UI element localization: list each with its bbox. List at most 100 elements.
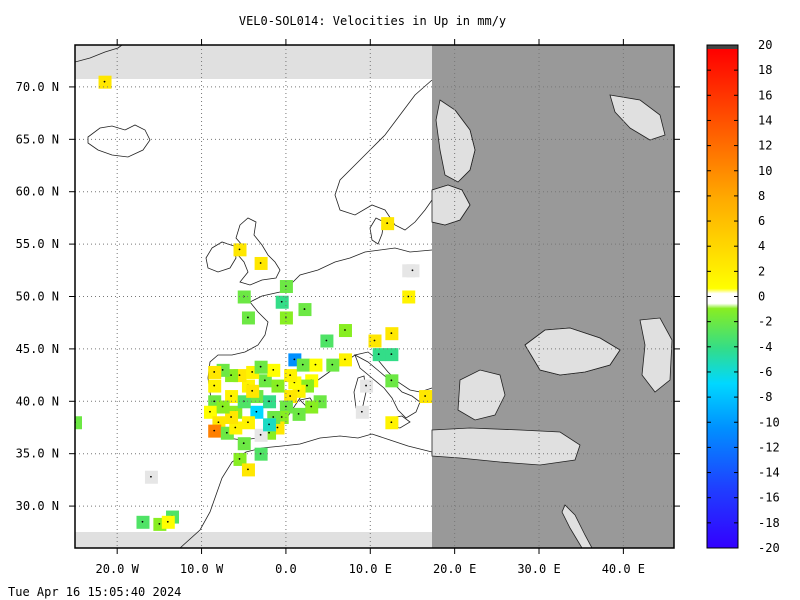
station-dot — [238, 458, 241, 460]
station-dot — [230, 374, 232, 376]
colorbar-label: 8 — [758, 189, 765, 203]
station-dot — [344, 358, 346, 361]
station-dot — [230, 416, 232, 418]
lat-tick-label: 40.0 N — [16, 394, 59, 408]
station-dot — [213, 400, 216, 403]
station-dot — [390, 421, 393, 424]
colorbar-label: -14 — [758, 466, 780, 480]
white-sea — [609, 94, 666, 141]
colorbar-label: 18 — [758, 63, 772, 77]
station-dot — [289, 374, 292, 376]
station-dot — [141, 520, 144, 523]
colorbar-label: 12 — [758, 139, 772, 153]
station-dot — [390, 379, 393, 382]
station-dot — [268, 423, 270, 426]
station-dot — [373, 339, 376, 342]
colorbar-label: -10 — [758, 415, 780, 429]
lon-tick-label: 0.0 — [275, 562, 297, 576]
station-dot — [150, 475, 152, 478]
north-africa-coast — [179, 433, 433, 548]
station-dot — [297, 389, 300, 392]
colorbar-label: 14 — [758, 113, 772, 127]
station-dot — [310, 405, 313, 408]
station-dot — [424, 395, 427, 397]
station-dot — [259, 452, 262, 455]
station-dot — [209, 410, 211, 413]
station-dot — [285, 405, 287, 408]
colorbar-label: -2 — [758, 315, 772, 329]
lat-tick-label: 30.0 N — [16, 499, 59, 513]
colorbar-label: -12 — [758, 440, 780, 454]
station-dot — [158, 522, 161, 525]
station-dot — [238, 248, 241, 251]
colorbar-label: 6 — [758, 214, 765, 228]
baltic-sea — [431, 184, 471, 226]
lon-tick-label: 20.0 E — [433, 562, 476, 576]
station-dot — [230, 395, 232, 397]
velocity-stations — [75, 75, 433, 531]
lat-tick-label: 55.0 N — [16, 237, 59, 251]
lat-tick-label: 45.0 N — [16, 342, 59, 356]
colorbar-gradient — [707, 49, 738, 548]
station-marker — [75, 416, 82, 430]
colorbar-top-cap — [707, 45, 738, 50]
colorbar-label: 4 — [758, 239, 765, 253]
station-dot — [306, 384, 308, 387]
map-title: VEL0-SOL014: Velocities in Up in mm/y — [238, 14, 507, 28]
station-dot — [238, 374, 241, 376]
station-dot — [331, 363, 334, 366]
station-dot — [213, 371, 216, 373]
station-dot — [411, 269, 414, 272]
lon-tick-label: 20.0 W — [96, 562, 140, 576]
colorbar-label: 0 — [758, 290, 765, 304]
lon-tick-label: 10.0 E — [349, 562, 392, 576]
scandinavia-coast — [334, 79, 433, 231]
colorbar-label: -4 — [758, 340, 772, 354]
colorbar-label: 10 — [758, 164, 772, 178]
lat-tick-label: 70.0 N — [16, 80, 59, 94]
lon-tick-label: 10.0 W — [180, 562, 224, 576]
timestamp: Tue Apr 16 15:05:40 2024 — [8, 585, 182, 599]
lat-tick-label: 35.0 N — [16, 447, 59, 461]
station-dot — [276, 426, 279, 429]
colorbar-label: -16 — [758, 491, 780, 505]
colorbar-label: -18 — [758, 516, 780, 530]
map-axes: 70.0 N 65.0 N 60.0 N 55.0 N 50.0 N 45.0 N 40.0… — [16, 39, 680, 576]
station-dot — [255, 410, 258, 413]
colorbar-label: 2 — [758, 264, 765, 278]
lat-tick-label: 50.0 N — [16, 290, 59, 304]
gulf-of-bothnia — [435, 99, 476, 183]
station-dot — [293, 358, 296, 361]
station-dot — [259, 365, 262, 368]
station-dot — [247, 316, 249, 319]
station-dot — [297, 412, 300, 415]
colorbar-ticks: 20181614121086420-2-4-6-8-10-12-14-16-18… — [707, 38, 780, 555]
station-dot — [213, 429, 216, 432]
station-dot — [390, 353, 393, 356]
station-dot — [386, 222, 389, 225]
ireland-coast — [205, 241, 237, 273]
denmark-coast — [369, 217, 385, 245]
seas — [431, 94, 673, 548]
lat-tick-label: 65.0 N — [16, 132, 59, 146]
station-dot — [213, 384, 216, 387]
lon-tick-label: 30.0 E — [517, 562, 560, 576]
station-dot — [242, 442, 245, 445]
station-dot — [377, 353, 380, 356]
station-dot — [276, 384, 279, 387]
station-dot — [303, 308, 306, 310]
station-dot — [314, 363, 317, 366]
station-dot — [280, 416, 283, 418]
station-dot — [268, 431, 270, 434]
aegean-sea — [457, 369, 506, 421]
italy-coast — [354, 354, 421, 419]
station-dot — [272, 416, 275, 418]
station-dot — [272, 368, 275, 371]
station-dot — [301, 363, 304, 366]
colorbar-label: -8 — [758, 390, 772, 404]
station-dot — [325, 339, 328, 342]
station-dot — [247, 421, 249, 424]
colorbar-label: 16 — [758, 88, 772, 102]
station-dot — [259, 433, 262, 436]
